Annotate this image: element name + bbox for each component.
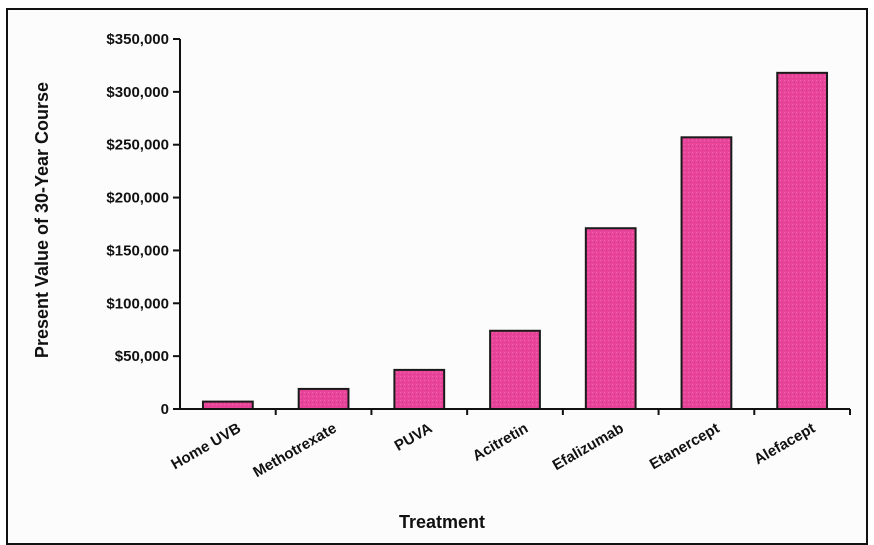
x-tick-label: PUVA — [392, 420, 436, 455]
y-tick-label: $100,000 — [106, 295, 169, 312]
y-tick-label: $150,000 — [106, 242, 169, 259]
x-tick-label: Efalizumab — [550, 420, 627, 474]
bar-puva — [393, 368, 446, 410]
x-tick-label: Alefacept — [751, 420, 818, 468]
y-tick-label: $300,000 — [106, 84, 169, 101]
x-axis-title: Treatment — [399, 512, 485, 532]
y-axis-title: Present Value of 30-Year Course — [32, 82, 52, 358]
y-tick-label: $250,000 — [106, 137, 169, 154]
bar-acitretin — [489, 329, 541, 410]
y-tick-label: $200,000 — [106, 190, 169, 207]
bars — [201, 71, 829, 411]
y-tick-label: 0 — [161, 401, 169, 418]
x-tick-label: Acitretin — [470, 420, 531, 465]
x-tick-label: Methotrexate — [250, 420, 339, 481]
bar-methotrexate — [297, 387, 350, 410]
bar-alefacept — [776, 71, 829, 410]
y-tick-label: $50,000 — [115, 348, 169, 365]
bar-efalizumab — [584, 227, 637, 410]
x-axis: Home UVB Methotrexate PUVA Acitretin Efalizu… — [168, 408, 851, 481]
y-axis: 0 $50,000 $100,000 $150,000 $200,000 $250,000… — [106, 31, 181, 418]
x-tick-label: Etanercept — [647, 420, 723, 473]
x-tick-label: Home UVB — [168, 420, 244, 474]
bar-home-uvb — [201, 400, 254, 411]
y-tick-label: $350,000 — [106, 31, 169, 48]
bar-etanercept — [680, 136, 733, 410]
